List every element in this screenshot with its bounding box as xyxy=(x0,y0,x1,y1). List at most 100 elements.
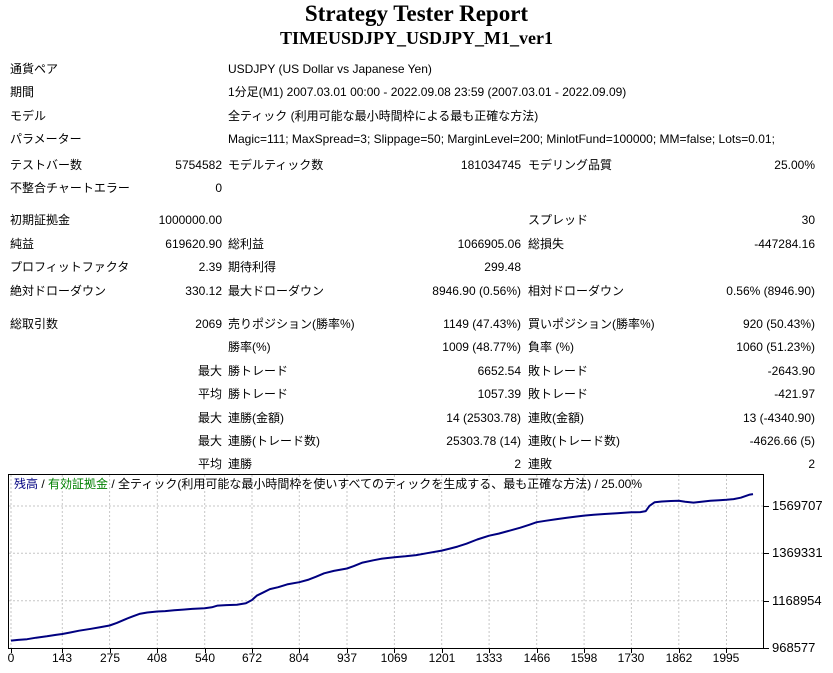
row-label-2: 全ティック (利用可能な最小時間枠による最も正確な方法) xyxy=(228,109,539,123)
report-row: 不整合チャートエラー 0 xyxy=(0,177,833,200)
row-label-1: 初期証拠金 xyxy=(10,213,71,227)
row-label-3: 敗トレード xyxy=(528,387,589,401)
row-label-1: 不整合チャートエラー xyxy=(10,181,130,195)
row-label-3: 連敗(金額) xyxy=(528,411,584,425)
row-label-3: 敗トレード xyxy=(528,364,589,378)
row-label-1: モデル xyxy=(10,109,47,123)
x-axis-tick xyxy=(62,649,63,653)
equity-curve-svg xyxy=(9,475,763,648)
row-value-3: 25.00% xyxy=(774,158,815,172)
report-row: 通貨ペア USDJPY (US Dollar vs Japanese Yen) xyxy=(0,58,833,81)
row-value-1: 619620.90 xyxy=(165,237,222,251)
row-value-3: -2643.90 xyxy=(767,364,815,378)
row-label-2: Magic=111; MaxSpread=3; Slippage=50; Mar… xyxy=(228,132,775,146)
row-value-2: 1149 (47.43%) xyxy=(443,317,521,331)
row-label-1: 総取引数 xyxy=(10,317,59,331)
row-label-2: 連勝(金額) xyxy=(228,411,284,425)
report-row: 純益 619620.90 総利益 1066905.06 総損失 -447284.16 xyxy=(0,233,833,256)
x-axis-tick xyxy=(157,649,158,653)
report-row: 期間 1分足(M1) 2007.03.01 00:00 - 2022.09.08 … xyxy=(0,81,833,104)
chart-legend-part: / xyxy=(38,477,49,491)
row-value-3: 2 xyxy=(808,457,815,471)
row-value-1: 最大 xyxy=(197,411,222,425)
row-value-1: 5754582 xyxy=(175,158,222,172)
x-axis-tick xyxy=(394,649,395,653)
report-row: 平均 勝トレード 1057.39 敗トレード -421.97 xyxy=(0,383,833,406)
row-value-3: 30 xyxy=(801,213,815,227)
row-value-1: 2.39 xyxy=(198,260,222,274)
row-label-1: プロフィットファクタ xyxy=(10,260,130,274)
row-value-3: -4626.66 (5) xyxy=(749,434,815,448)
y-axis-label: 1369331 xyxy=(772,545,823,560)
row-label-2: 期待利得 xyxy=(228,260,277,274)
report-row: 総取引数 2069 売りポジション(勝率%) 1149 (47.43%) 買いポジション… xyxy=(0,313,833,336)
report-row: テストバー数 5754582 モデルティック数 181034745 モデリング品質 25.… xyxy=(0,154,833,177)
report-row: 初期証拠金 1000000.00 スプレッド 30 xyxy=(0,209,833,232)
row-value-1: 0 xyxy=(215,181,222,195)
x-axis-tick xyxy=(489,649,490,653)
x-axis-label: 275 xyxy=(99,651,121,665)
row-value-1: 1000000.00 xyxy=(158,213,222,227)
report-row: プロフィットファクタ 2.39 期待利得 299.48 xyxy=(0,256,833,279)
x-axis-tick xyxy=(252,649,253,653)
row-label-2: 最大ドローダウン xyxy=(228,284,325,298)
row-value-3: 13 (-4340.90) xyxy=(742,411,815,425)
row-label-3: 連敗(トレード数) xyxy=(528,434,620,448)
report-row: パラメーター Magic=111; MaxSpread=3; Slippage=5… xyxy=(0,128,833,151)
x-axis-label: 1069 xyxy=(380,651,408,665)
row-value-2: 181034745 xyxy=(460,158,521,172)
chart-legend-part: 有効証拠金 xyxy=(48,477,109,491)
row-value-2: 14 (25303.78) xyxy=(446,411,521,425)
x-axis-label: 1995 xyxy=(712,651,740,665)
row-value-2: 299.48 xyxy=(484,260,521,274)
report-row: 絶対ドローダウン 330.12 最大ドローダウン 8946.90 (0.56%) 相対ド… xyxy=(0,280,833,303)
x-axis-label: 1598 xyxy=(570,651,598,665)
x-axis-tick xyxy=(537,649,538,653)
report-row: 最大 連勝(トレード数) 25303.78 (14) 連敗(トレード数) -4626.6… xyxy=(0,430,833,453)
report-row: 最大 連勝(金額) 14 (25303.78) 連敗(金額) 13 (-4340.90) xyxy=(0,407,833,430)
x-axis-tick xyxy=(442,649,443,653)
row-value-1: 平均 xyxy=(197,387,222,401)
row-value-2: 2 xyxy=(514,457,521,471)
row-label-1: 通貨ペア xyxy=(10,62,59,76)
x-axis-label: 1730 xyxy=(617,651,645,665)
row-value-2: 1009 (48.77%) xyxy=(442,340,521,354)
report-row: 最大 勝トレード 6652.54 敗トレード -2643.90 xyxy=(0,360,833,383)
row-value-2: 6652.54 xyxy=(477,364,521,378)
row-label-1: 絶対ドローダウン xyxy=(10,284,107,298)
x-axis-tick xyxy=(205,649,206,653)
row-value-2: 1057.39 xyxy=(477,387,521,401)
x-axis-tick xyxy=(11,649,12,653)
row-label-1: 純益 xyxy=(10,237,35,251)
x-axis-label: 0 xyxy=(7,651,15,665)
report-row: 勝率(%) 1009 (48.77%) 負率 (%) 1060 (51.23%) xyxy=(0,336,833,359)
report-row: 平均 連勝 2 連敗 2 xyxy=(0,453,833,476)
row-label-2: 連勝(トレード数) xyxy=(228,434,320,448)
x-axis-tick xyxy=(110,649,111,653)
balance-chart: 残高 / 有効証拠金 / 全ティック(利用可能な最小時間枠を使いすべてのティック… xyxy=(8,474,764,649)
row-label-2: USDJPY (US Dollar vs Japanese Yen) xyxy=(228,62,432,76)
row-value-1: 330.12 xyxy=(185,284,222,298)
row-value-3: -447284.16 xyxy=(754,237,815,251)
row-value-2: 1066905.06 xyxy=(457,237,521,251)
row-label-1: テストバー数 xyxy=(10,158,83,172)
report-row: モデル 全ティック (利用可能な最小時間枠による最も正確な方法) xyxy=(0,105,833,128)
x-axis-label: 1862 xyxy=(665,651,693,665)
x-axis-label: 672 xyxy=(241,651,263,665)
y-axis-tick xyxy=(764,506,769,507)
x-axis-label: 540 xyxy=(194,651,216,665)
x-axis-label: 1201 xyxy=(428,651,456,665)
row-label-2: 総利益 xyxy=(228,237,265,251)
report-title: Strategy Tester Report xyxy=(304,1,529,26)
row-label-2: 勝率(%) xyxy=(228,340,271,354)
balance-curve xyxy=(10,493,754,642)
y-axis-tick xyxy=(764,648,769,649)
row-value-3: 920 (50.43%) xyxy=(742,317,815,331)
x-axis-tick xyxy=(299,649,300,653)
row-value-3: 0.56% (8946.90) xyxy=(726,284,815,298)
y-axis-tick xyxy=(764,553,769,554)
report-subtitle: TIMEUSDJPY_USDJPY_M1_ver1 xyxy=(280,28,553,48)
y-axis-label: 1168954 xyxy=(772,593,822,608)
row-label-1: パラメーター xyxy=(10,132,82,146)
